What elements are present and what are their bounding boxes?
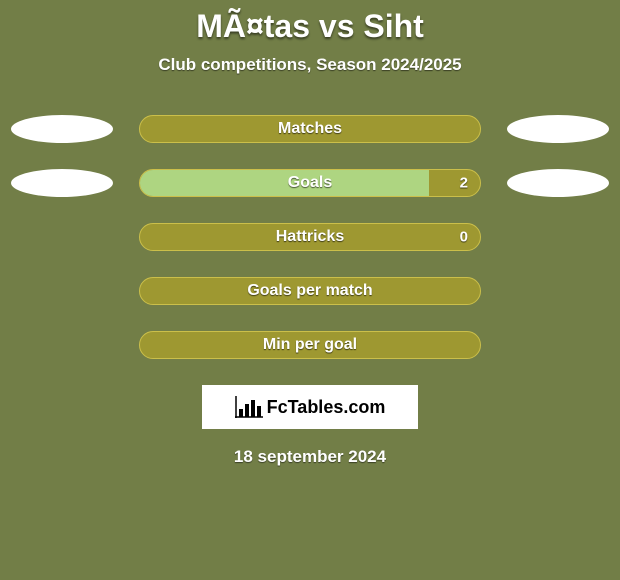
stat-label: Min per goal: [263, 336, 357, 354]
bar-chart-icon: [235, 396, 263, 418]
stat-right-value: 2: [460, 175, 468, 192]
date-label: 18 september 2024: [0, 447, 620, 467]
stat-bar: Goals per match: [139, 277, 481, 305]
page-title: MÃ¤tas vs Siht: [0, 0, 620, 45]
comparison-infographic: MÃ¤tas vs Siht Club competitions, Season…: [0, 0, 620, 580]
stat-bar-fill: [140, 170, 429, 196]
stat-bar: Hattricks 0: [139, 223, 481, 251]
left-value-ellipse: [11, 115, 113, 143]
stat-label: Hattricks: [276, 228, 344, 246]
right-value-ellipse: [507, 115, 609, 143]
stat-row: Goals 2: [0, 169, 620, 197]
stat-label: Goals per match: [247, 282, 372, 300]
stat-label: Goals: [288, 174, 332, 192]
stat-row: Matches: [0, 115, 620, 143]
stat-bar: Min per goal: [139, 331, 481, 359]
stat-label: Matches: [278, 120, 342, 138]
subtitle: Club competitions, Season 2024/2025: [0, 55, 620, 75]
stat-row: Hattricks 0: [0, 223, 620, 251]
stat-bar: Goals 2: [139, 169, 481, 197]
right-value-ellipse: [507, 169, 609, 197]
stat-bar: Matches: [139, 115, 481, 143]
stat-rows: Matches Goals 2 Hattricks 0 Goals per match Mi…: [0, 115, 620, 359]
stat-right-value: 0: [460, 229, 468, 246]
left-value-ellipse: [11, 169, 113, 197]
stat-row: Goals per match: [0, 277, 620, 305]
logo-text: FcTables.com: [267, 397, 386, 418]
logo-box[interactable]: FcTables.com: [202, 385, 418, 429]
stat-row: Min per goal: [0, 331, 620, 359]
